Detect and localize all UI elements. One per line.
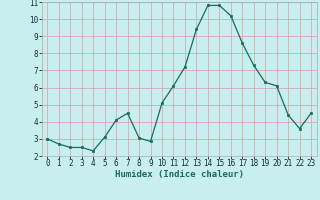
X-axis label: Humidex (Indice chaleur): Humidex (Indice chaleur): [115, 170, 244, 179]
